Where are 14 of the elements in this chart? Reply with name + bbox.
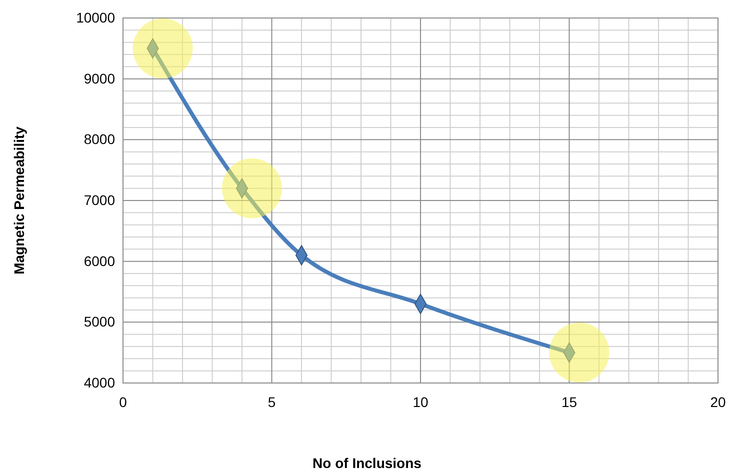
y-tick-label: 4000 [84, 374, 116, 390]
x-tick-label: 15 [561, 394, 578, 410]
y-tick-label: 10000 [76, 9, 116, 26]
x-axis-title: No of Inclusions [312, 455, 422, 471]
y-tick-label: 9000 [84, 70, 116, 86]
x-tick-label: 10 [412, 394, 428, 410]
y-axis-title: Magnetic Permeability [11, 126, 27, 274]
y-tick-label: 6000 [84, 252, 116, 269]
y-tick-label: 5000 [84, 314, 116, 330]
x-tick-label: 20 [710, 394, 726, 410]
x-tick-label: 5 [268, 394, 276, 410]
x-tick-label: 0 [119, 394, 128, 410]
y-tick-label: 8000 [84, 131, 116, 148]
y-tick-label: 7000 [84, 192, 116, 208]
